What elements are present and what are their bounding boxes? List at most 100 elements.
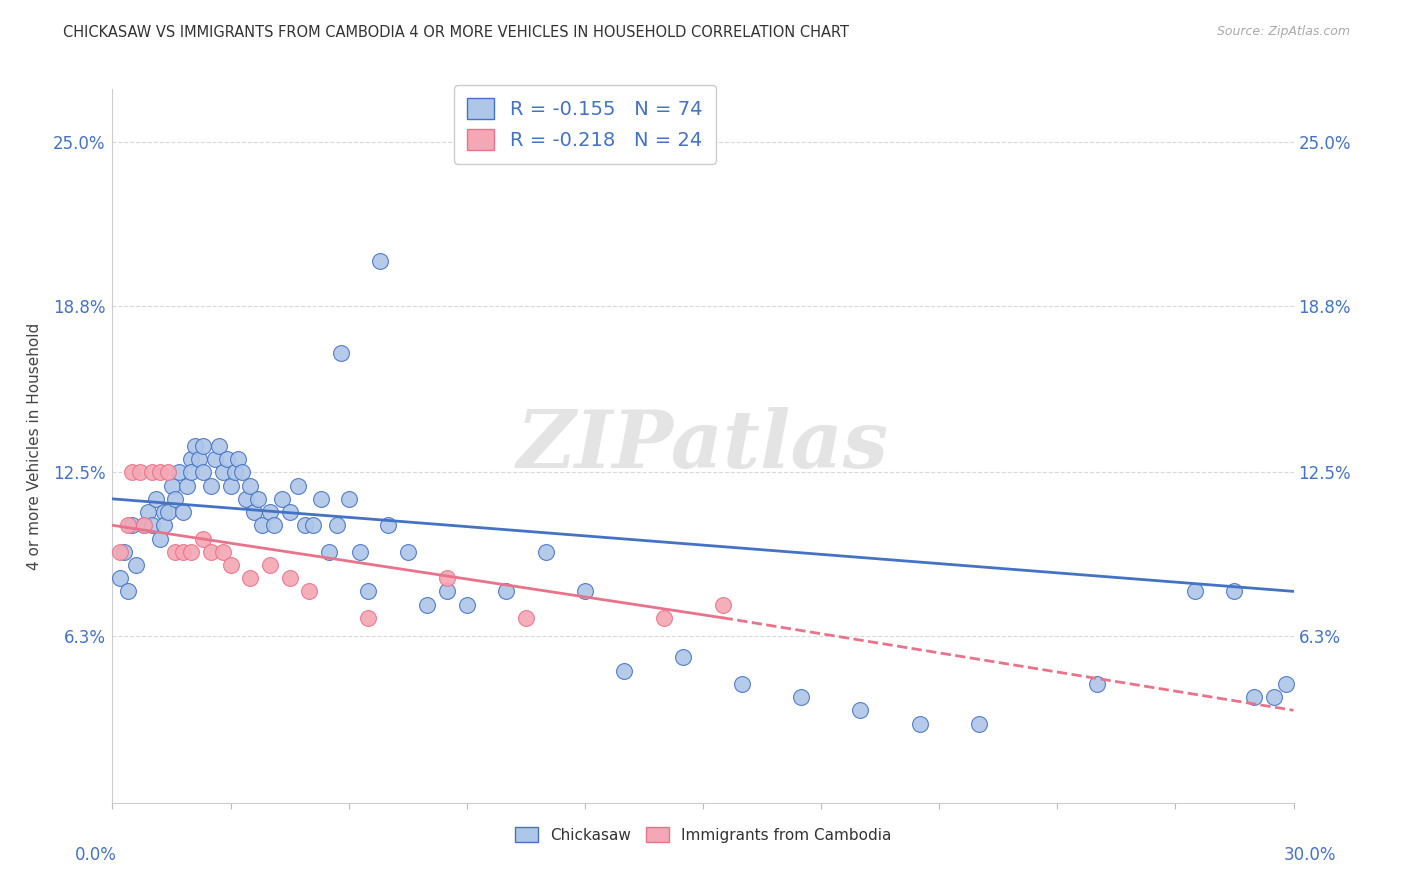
Point: [110, 571, 132, 585]
Point: [357, 611, 380, 625]
Point: [112, 545, 135, 559]
Point: [191, 439, 214, 453]
Point: [125, 558, 148, 572]
Point: [176, 478, 198, 492]
Point: [574, 584, 596, 599]
Point: [180, 452, 202, 467]
Point: [191, 532, 214, 546]
Point: [132, 518, 155, 533]
Point: [215, 452, 238, 467]
Point: [211, 545, 233, 559]
Point: [117, 518, 139, 533]
Point: [1263, 690, 1285, 704]
Point: [534, 545, 557, 559]
Point: [165, 491, 187, 506]
Point: [270, 491, 292, 506]
Text: 30.0%: 30.0%: [1284, 846, 1337, 863]
Point: [495, 584, 517, 599]
Point: [149, 466, 172, 480]
Point: [172, 545, 194, 559]
Point: [731, 677, 754, 691]
Point: [243, 505, 266, 519]
Point: [416, 598, 439, 612]
Point: [200, 478, 222, 492]
Point: [298, 584, 321, 599]
Point: [204, 452, 226, 467]
Point: [652, 611, 675, 625]
Point: [357, 584, 380, 599]
Point: [235, 491, 257, 506]
Point: [200, 545, 222, 559]
Text: CHICKASAW VS IMMIGRANTS FROM CAMBODIA 4 OR MORE VEHICLES IN HOUSEHOLD CORRELATIO: CHICKASAW VS IMMIGRANTS FROM CAMBODIA 4 …: [63, 25, 849, 40]
Point: [136, 505, 159, 519]
Legend: Chickasaw, Immigrants from Cambodia: Chickasaw, Immigrants from Cambodia: [509, 821, 897, 848]
Point: [169, 466, 191, 480]
Point: [228, 452, 250, 467]
Point: [294, 518, 316, 533]
Point: [309, 491, 332, 506]
Point: [132, 518, 155, 533]
Point: [110, 545, 132, 559]
Point: [121, 518, 143, 533]
Point: [259, 558, 281, 572]
Point: [141, 466, 163, 480]
Point: [165, 545, 187, 559]
Point: [219, 558, 242, 572]
Point: [456, 598, 478, 612]
Point: [326, 518, 349, 533]
Point: [224, 466, 246, 480]
Point: [849, 703, 872, 717]
Point: [259, 505, 281, 519]
Point: [180, 466, 202, 480]
Point: [239, 478, 262, 492]
Point: [377, 518, 399, 533]
Point: [337, 491, 360, 506]
Point: [515, 611, 537, 625]
Point: [349, 545, 371, 559]
Point: [250, 518, 273, 533]
Point: [1243, 690, 1265, 704]
Text: Source: ZipAtlas.com: Source: ZipAtlas.com: [1216, 25, 1350, 38]
Point: [1184, 584, 1206, 599]
Point: [156, 505, 179, 519]
Point: [156, 466, 179, 480]
Point: [121, 466, 143, 480]
Point: [184, 439, 207, 453]
Point: [188, 452, 211, 467]
Point: [172, 505, 194, 519]
Point: [1274, 677, 1296, 691]
Point: [160, 478, 183, 492]
Point: [318, 545, 340, 559]
Point: [1223, 584, 1246, 599]
Point: [152, 505, 174, 519]
Point: [613, 664, 636, 678]
Point: [278, 571, 301, 585]
Point: [1085, 677, 1108, 691]
Point: [287, 478, 309, 492]
Point: [263, 518, 285, 533]
Point: [908, 716, 931, 731]
Text: ZIPatlas: ZIPatlas: [517, 408, 889, 484]
Point: [208, 439, 231, 453]
Point: [231, 466, 253, 480]
Point: [129, 466, 152, 480]
Point: [790, 690, 813, 704]
Point: [436, 571, 458, 585]
Point: [329, 346, 352, 360]
Point: [152, 518, 174, 533]
Point: [191, 466, 214, 480]
Point: [396, 545, 419, 559]
Point: [149, 532, 172, 546]
Point: [211, 466, 233, 480]
Point: [967, 716, 990, 731]
Point: [239, 571, 262, 585]
Point: [145, 491, 167, 506]
Point: [247, 491, 270, 506]
Point: [302, 518, 325, 533]
Point: [141, 518, 163, 533]
Point: [711, 598, 734, 612]
Point: [180, 545, 202, 559]
Point: [368, 254, 391, 268]
Y-axis label: 4 or more Vehicles in Household: 4 or more Vehicles in Household: [27, 322, 42, 570]
Point: [278, 505, 301, 519]
